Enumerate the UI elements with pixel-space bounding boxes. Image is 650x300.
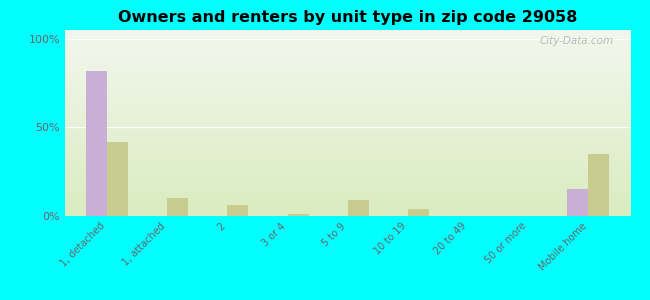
Bar xyxy=(86,71,107,216)
Bar xyxy=(167,198,188,216)
Bar xyxy=(227,206,248,216)
Bar xyxy=(567,189,588,216)
Title: Owners and renters by unit type in zip code 29058: Owners and renters by unit type in zip c… xyxy=(118,10,577,25)
Bar xyxy=(588,154,610,216)
Bar xyxy=(107,142,128,216)
Text: City-Data.com: City-Data.com xyxy=(540,36,614,46)
Bar xyxy=(408,209,429,216)
Bar xyxy=(287,214,309,216)
Bar xyxy=(348,200,369,216)
